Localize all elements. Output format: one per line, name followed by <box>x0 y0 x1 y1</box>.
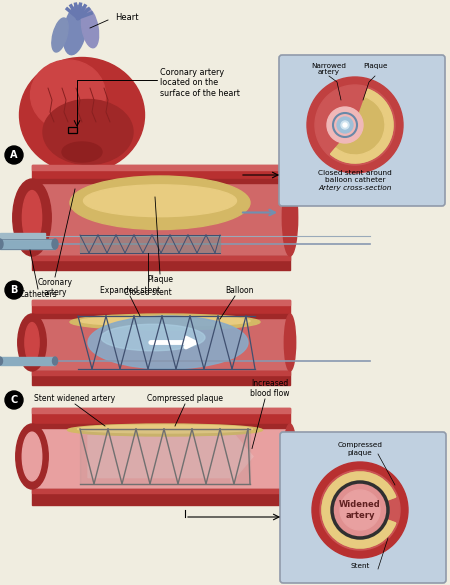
Text: Heart: Heart <box>115 13 139 22</box>
Ellipse shape <box>80 316 250 326</box>
Circle shape <box>315 85 395 165</box>
Ellipse shape <box>22 191 41 245</box>
Wedge shape <box>331 90 393 163</box>
Polygon shape <box>32 300 290 305</box>
Text: Increased
blood flow: Increased blood flow <box>250 378 290 398</box>
Polygon shape <box>32 300 290 314</box>
Polygon shape <box>32 408 290 424</box>
Circle shape <box>307 77 403 173</box>
FancyBboxPatch shape <box>279 55 445 206</box>
Circle shape <box>337 117 353 133</box>
Polygon shape <box>0 357 55 365</box>
Ellipse shape <box>63 5 87 54</box>
Text: Coronary artery
located on the
surface of the heart: Coronary artery located on the surface o… <box>160 68 240 98</box>
Text: plaque: plaque <box>347 450 373 456</box>
Circle shape <box>5 146 23 164</box>
Ellipse shape <box>68 424 262 436</box>
Text: Narrowed: Narrowed <box>311 63 346 69</box>
Circle shape <box>320 470 400 550</box>
Ellipse shape <box>22 432 42 481</box>
Polygon shape <box>32 489 290 505</box>
Ellipse shape <box>0 357 3 365</box>
Polygon shape <box>32 256 290 260</box>
Text: Coronary
artery: Coronary artery <box>37 278 72 297</box>
Polygon shape <box>32 371 290 385</box>
Polygon shape <box>32 179 290 183</box>
Text: Compressed plaque: Compressed plaque <box>147 394 223 403</box>
Text: Artery cross-section: Artery cross-section <box>318 185 392 191</box>
Text: Balloon: Balloon <box>226 286 254 295</box>
Polygon shape <box>32 371 290 375</box>
Circle shape <box>333 483 387 537</box>
Polygon shape <box>80 429 250 484</box>
Text: Widened
artery: Widened artery <box>339 500 381 519</box>
Ellipse shape <box>52 18 68 52</box>
Ellipse shape <box>52 239 58 249</box>
Polygon shape <box>32 179 290 256</box>
Circle shape <box>341 121 349 129</box>
Text: Catheters: Catheters <box>19 290 57 299</box>
Ellipse shape <box>31 60 105 130</box>
Polygon shape <box>32 408 290 413</box>
Polygon shape <box>0 239 55 249</box>
Ellipse shape <box>101 324 205 351</box>
Ellipse shape <box>77 425 252 433</box>
Text: Plaque: Plaque <box>363 63 387 69</box>
Ellipse shape <box>284 424 297 489</box>
Text: B: B <box>10 285 18 295</box>
Ellipse shape <box>19 57 144 173</box>
Text: Expanded stent: Expanded stent <box>100 286 160 295</box>
Circle shape <box>312 462 408 558</box>
Ellipse shape <box>284 314 296 371</box>
Ellipse shape <box>282 179 298 256</box>
Polygon shape <box>32 424 290 428</box>
FancyArrow shape <box>88 431 253 483</box>
Wedge shape <box>331 90 393 163</box>
Polygon shape <box>32 165 290 170</box>
Polygon shape <box>32 314 290 318</box>
Circle shape <box>340 490 380 530</box>
Ellipse shape <box>18 314 46 371</box>
Circle shape <box>5 391 23 409</box>
Bar <box>68 127 77 133</box>
Text: Stent widened artery: Stent widened artery <box>35 394 116 403</box>
Ellipse shape <box>70 176 250 229</box>
Text: C: C <box>10 395 18 405</box>
Polygon shape <box>32 424 290 489</box>
Polygon shape <box>32 314 290 371</box>
FancyBboxPatch shape <box>280 432 446 583</box>
Ellipse shape <box>70 314 260 330</box>
Ellipse shape <box>0 239 3 249</box>
Polygon shape <box>32 256 290 270</box>
Ellipse shape <box>53 357 58 365</box>
Polygon shape <box>0 233 45 239</box>
Circle shape <box>5 281 23 299</box>
Polygon shape <box>32 165 290 179</box>
Ellipse shape <box>43 99 133 164</box>
Text: artery: artery <box>318 69 340 75</box>
Ellipse shape <box>62 142 102 162</box>
Ellipse shape <box>88 316 248 369</box>
Ellipse shape <box>16 424 48 489</box>
Ellipse shape <box>84 185 237 216</box>
Ellipse shape <box>81 8 99 48</box>
Text: Stent: Stent <box>350 563 370 569</box>
Polygon shape <box>32 489 290 493</box>
Polygon shape <box>80 235 220 253</box>
Text: Closed stent around
balloon catheter: Closed stent around balloon catheter <box>318 170 392 183</box>
Ellipse shape <box>13 179 51 256</box>
Wedge shape <box>322 472 396 548</box>
Text: Compressed: Compressed <box>338 442 382 448</box>
Ellipse shape <box>25 322 39 363</box>
Text: Closed stent: Closed stent <box>124 288 172 297</box>
Text: Plaque: Plaque <box>147 275 173 284</box>
Circle shape <box>343 123 347 127</box>
Wedge shape <box>322 472 396 548</box>
Circle shape <box>327 107 363 143</box>
Text: A: A <box>10 150 18 160</box>
